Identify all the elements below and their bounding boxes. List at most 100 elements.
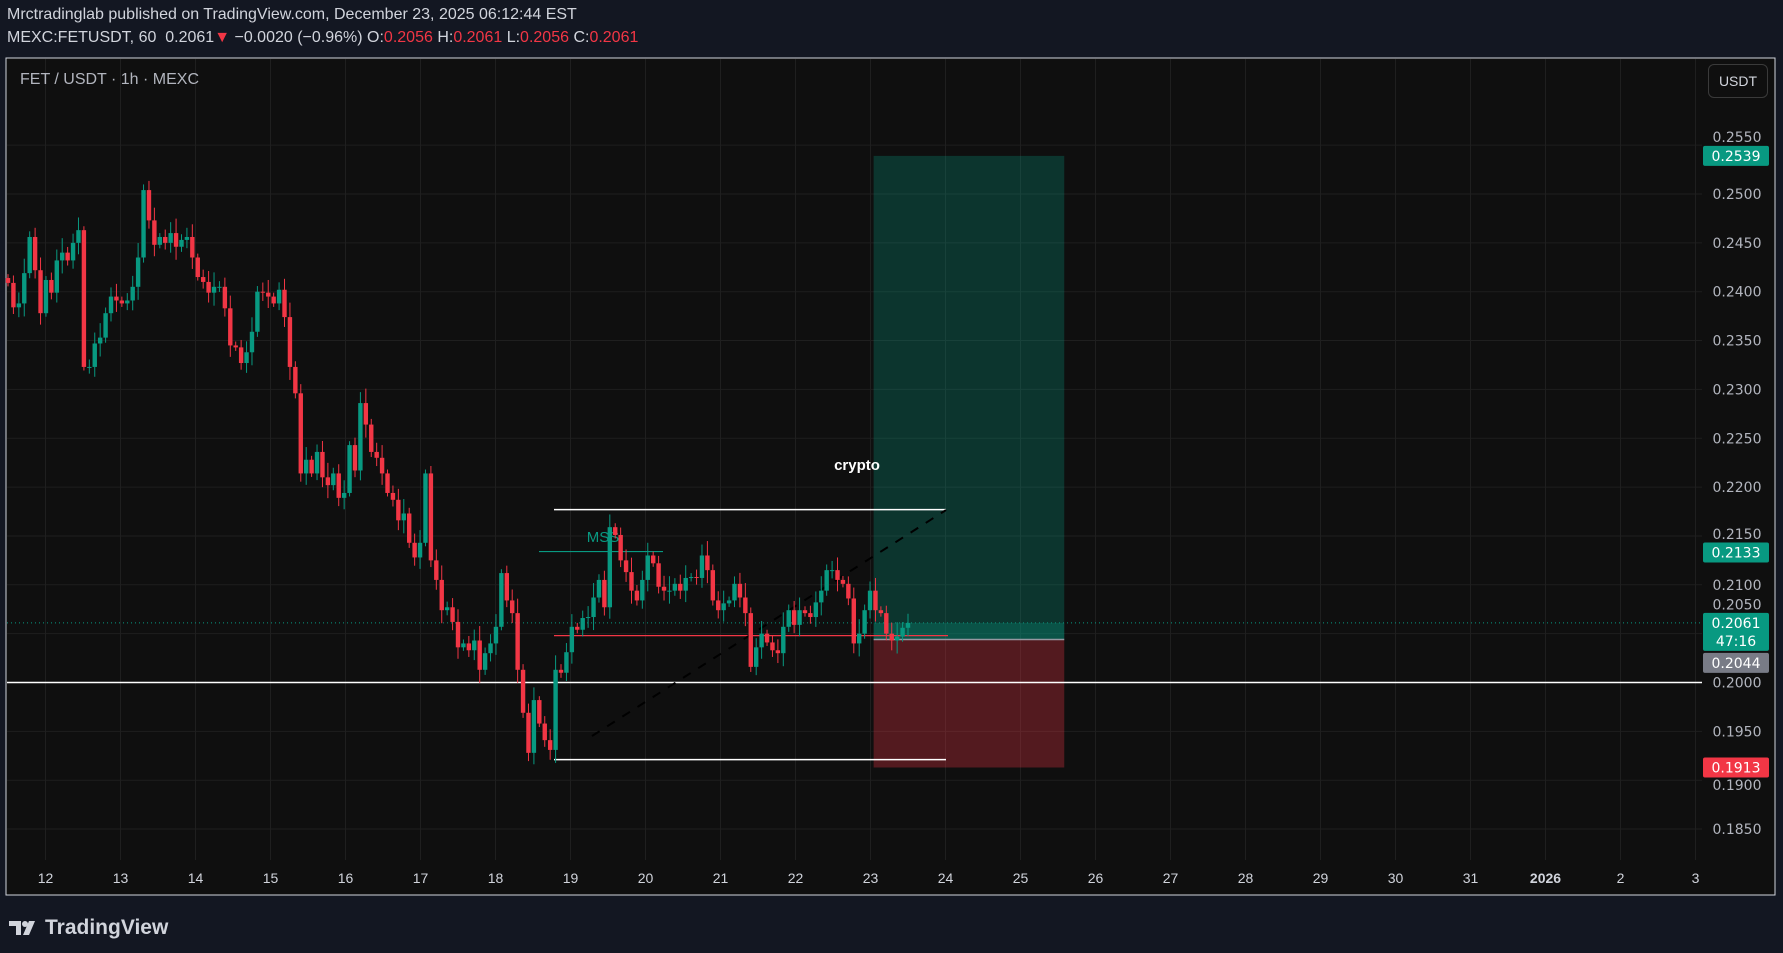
price-label-last	[1703, 612, 1769, 651]
candle-down	[293, 366, 298, 394]
candle-up	[531, 700, 537, 753]
candle-down	[260, 291, 266, 293]
candle-up	[824, 570, 829, 591]
candle-up	[358, 403, 363, 471]
time-tick: 27	[1163, 870, 1179, 886]
candle-down	[808, 613, 813, 618]
candle-up	[585, 617, 591, 619]
candle-down	[369, 424, 374, 452]
candle-down	[65, 252, 70, 261]
high-value: 0.2061	[453, 29, 503, 46]
price-tick: 0.2050	[1713, 598, 1762, 614]
candle-down	[320, 451, 325, 478]
time-tick: 21	[713, 870, 729, 886]
candles	[5, 180, 911, 765]
candle-down	[705, 555, 710, 571]
time-axis[interactable]: 12 13 14 15 16 17 18 19 20 21 22 23 24 25 26 27 28 29 30 31…	[38, 870, 1700, 886]
candle-down	[152, 220, 157, 245]
candle-down	[629, 572, 634, 591]
candle-down	[363, 403, 369, 425]
low-value: 0.2056	[520, 29, 569, 46]
candle-down	[282, 289, 287, 318]
candle-down	[146, 190, 152, 221]
candle-down	[661, 586, 667, 591]
candle-down	[266, 292, 271, 297]
time-tick: 12	[38, 870, 54, 886]
close-value: 0.2061	[589, 29, 639, 46]
price-tick: 0.2450	[1713, 236, 1762, 252]
candle-down	[873, 590, 878, 611]
time-tick: 3	[1692, 870, 1700, 886]
candle-down	[49, 279, 54, 293]
candle-down	[466, 643, 472, 651]
candle-up	[569, 626, 575, 653]
candle-down	[542, 723, 547, 741]
candle-down	[396, 499, 401, 521]
candle-down	[287, 317, 293, 367]
candle-up	[70, 242, 76, 261]
candle-up	[726, 600, 732, 604]
time-tick: 17	[413, 870, 429, 886]
candle-up	[27, 236, 32, 274]
candle-down	[114, 296, 119, 301]
price-change: −0.0020 (−0.96%)	[234, 29, 363, 46]
logo-text: TradingView	[45, 916, 169, 939]
candle-down	[38, 270, 43, 314]
candle-down	[737, 583, 743, 598]
candle-down	[575, 626, 580, 630]
time-tick: 30	[1388, 870, 1404, 886]
candle-down	[537, 700, 542, 724]
currency-button[interactable]: USDT	[1708, 64, 1768, 98]
candle-up	[211, 286, 217, 293]
candle-down	[613, 527, 618, 535]
candle-up	[894, 636, 900, 641]
candle-down	[477, 640, 482, 670]
candle-down	[325, 477, 331, 486]
symbol-ohlc-bar: MEXC:FETUSDT, 60 0.2061▼ −0.0020 (−0.96%…	[7, 29, 638, 47]
candle-up	[819, 590, 824, 603]
candle-up	[905, 622, 911, 628]
price-tick: 0.2300	[1713, 382, 1762, 398]
tradingview-logo[interactable]: TradingView	[9, 916, 168, 940]
candle-up	[135, 257, 141, 287]
tradingview-logo-icon	[9, 921, 35, 935]
candle-up	[683, 577, 688, 591]
candle-up	[721, 603, 726, 611]
candle-down	[878, 610, 884, 614]
candle-up	[217, 286, 222, 288]
last-price: 0.2061	[165, 29, 215, 46]
price-tick: 0.2100	[1713, 578, 1762, 594]
candle-up	[900, 627, 905, 637]
candle-up	[499, 573, 504, 627]
candle-up	[645, 555, 650, 580]
candle-down	[32, 236, 38, 271]
candle-down	[515, 613, 520, 670]
time-tick: 18	[488, 870, 504, 886]
stop-zone	[873, 639, 1065, 768]
time-tick: 13	[113, 870, 129, 886]
candle-up	[22, 273, 27, 304]
price-axis[interactable]: 0.2550 0.2500 0.2450 0.2400 0.2350 0.2300 0.22…	[1713, 130, 1762, 838]
long-position-tool[interactable]	[873, 155, 1065, 768]
candle-up	[87, 366, 92, 368]
open-label: O:	[367, 29, 384, 46]
candle-up	[472, 640, 477, 651]
candle-down	[602, 579, 607, 608]
candle-down	[238, 347, 244, 364]
candle-up	[781, 626, 786, 654]
candle-down	[200, 277, 206, 282]
candle-down	[450, 607, 455, 622]
candle-down	[163, 236, 168, 243]
candle-up	[607, 527, 613, 608]
close-label: C:	[573, 29, 590, 46]
time-tick: 2	[1617, 870, 1625, 886]
candle-down	[504, 573, 509, 601]
candle-down	[352, 445, 358, 471]
candle-up	[596, 579, 602, 598]
time-tick: 24	[938, 870, 954, 886]
price-label-stop	[1703, 757, 1769, 778]
candle-up	[276, 289, 282, 304]
candle-down	[439, 579, 444, 611]
